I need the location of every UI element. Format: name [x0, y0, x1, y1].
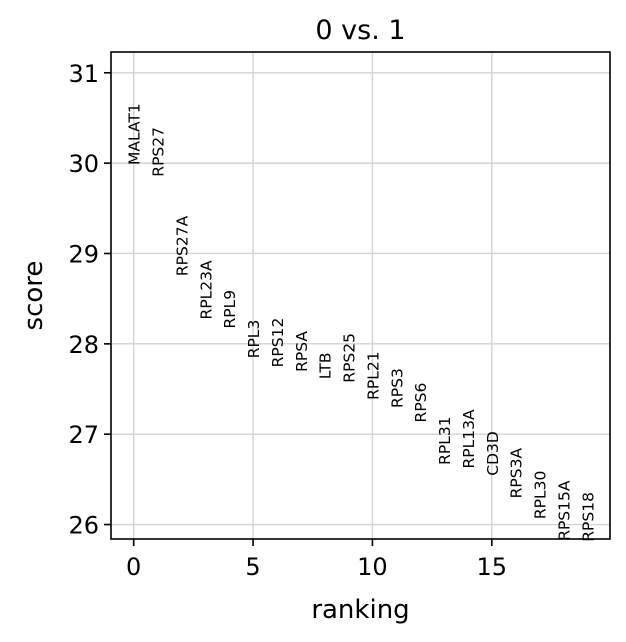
gene-point-label: RPSA — [293, 331, 311, 372]
chart-title: 0 vs. 1 — [315, 15, 405, 46]
plot-frame — [110, 51, 611, 540]
y-tick-label: 31 — [68, 60, 99, 88]
gene-point-label: RPS18 — [579, 492, 597, 542]
gene-point-label: MALAT1 — [126, 103, 144, 165]
gene-labels: MALAT1 RPS27 RPS27A RPL23A RPL9 RPL3 RPS12 RPSA… — [126, 103, 598, 541]
gene-point-label: RPL3 — [245, 320, 263, 359]
gene-point-label: RPL13A — [460, 409, 478, 468]
y-tick-label: 30 — [68, 150, 99, 178]
y-tick-label: 26 — [68, 512, 99, 540]
y-tick-label: 27 — [68, 421, 99, 449]
axis-ticks: 0 5 10 15 26 27 28 29 30 31 — [68, 60, 507, 581]
gene-point-label: RPL30 — [532, 471, 550, 519]
gene-point-label: RPS3A — [508, 448, 526, 499]
gene-point-label: RPL31 — [436, 416, 454, 464]
gene-point-label: RPS12 — [269, 318, 287, 368]
grid — [111, 52, 610, 539]
gene-point-label: RPL23A — [197, 260, 215, 319]
gene-point-label: RPS27 — [150, 127, 168, 177]
y-tick-label: 28 — [68, 331, 99, 359]
y-axis-title: score — [19, 261, 49, 331]
gene-point-label: LTB — [317, 352, 335, 379]
gene-point-label: RPS15A — [555, 480, 573, 541]
gene-point-label: RPL21 — [364, 351, 382, 399]
gene-point-label: RPS25 — [341, 333, 359, 383]
y-tick-label: 29 — [68, 240, 99, 268]
x-tick-label: 15 — [477, 553, 508, 581]
gene-point-label: RPS3 — [388, 368, 406, 408]
gene-point-label: CD3D — [484, 431, 502, 476]
gene-point-label: RPL9 — [221, 290, 239, 329]
x-tick-label: 0 — [126, 553, 141, 581]
x-axis-title: ranking — [311, 595, 409, 625]
x-tick-label: 10 — [357, 553, 388, 581]
x-tick-label: 5 — [245, 553, 260, 581]
gene-point-label: RPS27A — [173, 215, 191, 276]
gene-point-label: RPS6 — [412, 383, 430, 423]
